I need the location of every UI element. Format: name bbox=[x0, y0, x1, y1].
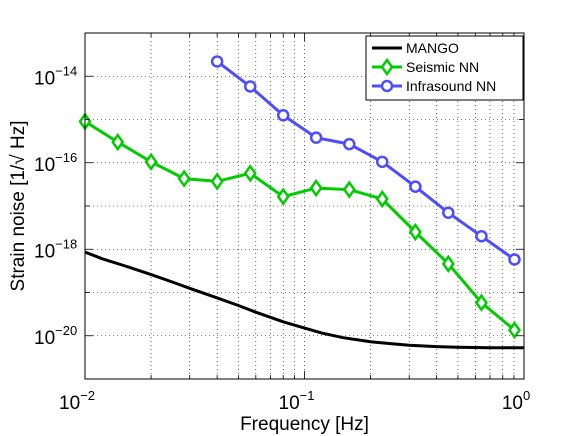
seismic-nn-point bbox=[507, 320, 522, 340]
legend-entry-mango: MANGO bbox=[372, 40, 459, 56]
legend-label: Infrasound NN bbox=[406, 78, 496, 94]
x-tick-label: 10−2 bbox=[59, 388, 95, 414]
legend-entries: MANGO Seismic NN Infrasound NN bbox=[372, 40, 496, 94]
seismic-nn-point bbox=[243, 164, 257, 183]
seismic-nn-point bbox=[309, 178, 323, 198]
series-infrasound-nn bbox=[210, 55, 521, 266]
legend-label: MANGO bbox=[406, 40, 459, 56]
seismic-nn-point bbox=[441, 254, 455, 273]
x-axis-label: Frequency [Hz] bbox=[240, 414, 369, 435]
seismic-nn-point bbox=[276, 187, 290, 206]
seismic-nn-point bbox=[375, 189, 389, 209]
infrasound-nn-line bbox=[216, 60, 516, 261]
series-mango bbox=[84, 250, 524, 350]
legend-marker bbox=[380, 79, 394, 93]
x-tick-label: 100 bbox=[502, 388, 530, 414]
series-group bbox=[78, 55, 524, 350]
seismic-nn-point bbox=[144, 152, 158, 171]
seismic-nn-point bbox=[177, 169, 191, 188]
seismic-nn-point bbox=[342, 180, 356, 199]
y-tick-label: 10−14 bbox=[34, 63, 77, 89]
legend-entry-infrasound-nn: Infrasound NN bbox=[372, 78, 496, 94]
legend-entry-seismic-nn: Seismic NN bbox=[372, 57, 479, 77]
infrasound-nn-point bbox=[475, 229, 488, 243]
y-axis-label: Strain noise [1/√ Hz] bbox=[8, 121, 29, 292]
infrasound-nn-point bbox=[375, 155, 389, 169]
infrasound-nn-point bbox=[243, 80, 257, 93]
tick-labels: 10−2 10−1 100 10−20 10−18 10−16 10−14 bbox=[34, 63, 530, 414]
seismic-nn-point bbox=[408, 222, 422, 242]
seismic-nn-point bbox=[474, 293, 488, 312]
infrasound-nn-point bbox=[442, 206, 455, 219]
legend: MANGO Seismic NN Infrasound NN bbox=[365, 35, 524, 101]
y-tick-label: 10−16 bbox=[34, 150, 77, 176]
seismic-nn-point bbox=[210, 172, 224, 191]
infrasound-nn-point bbox=[276, 109, 290, 122]
y-tick-label: 10−20 bbox=[34, 323, 77, 349]
mango-line bbox=[84, 250, 524, 350]
seismic-nn-line bbox=[84, 120, 516, 332]
seismic-nn-point bbox=[111, 132, 125, 152]
infrasound-nn-point bbox=[343, 137, 356, 151]
legend-label: Seismic NN bbox=[406, 59, 479, 75]
series-seismic-nn bbox=[78, 112, 522, 340]
y-tick-label: 10−18 bbox=[34, 236, 77, 262]
infrasound-nn-point bbox=[210, 55, 224, 68]
x-tick-label: 10−1 bbox=[279, 388, 315, 414]
infrasound-nn-point bbox=[508, 253, 521, 266]
infrasound-nn-point bbox=[409, 180, 422, 193]
infrasound-nn-point bbox=[309, 131, 323, 144]
legend-marker bbox=[380, 57, 394, 77]
